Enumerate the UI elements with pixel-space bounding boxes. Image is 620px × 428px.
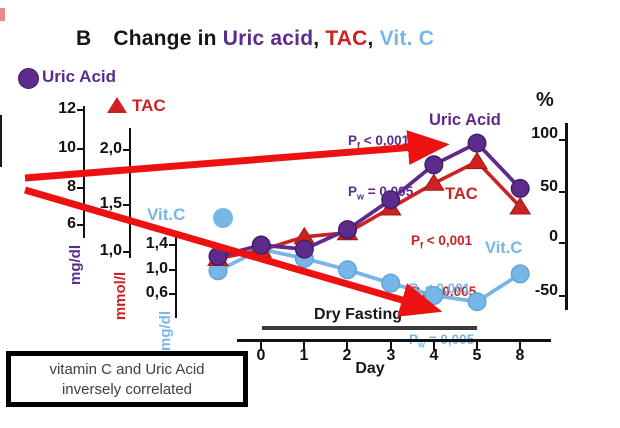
title-comma-2: ,	[367, 27, 380, 50]
title-comma-1: ,	[313, 27, 326, 50]
uric-pvalues: Pf < 0,001 Pw = 0,005	[348, 103, 413, 234]
percent-axis-tick-label: 0	[549, 228, 558, 245]
tac-axis-tick-label: 2,0	[99, 140, 122, 157]
percent-axis-line	[564, 123, 568, 310]
percent-axis-tick-label: 50	[540, 178, 558, 195]
x-axis-tick	[302, 342, 306, 350]
x-axis-tick-label: 8	[515, 347, 525, 364]
x-axis-tick	[518, 342, 522, 350]
tac-axis-unit-label: mmol/l	[112, 271, 129, 321]
x-axis-tick	[432, 342, 436, 350]
circle-marker	[424, 155, 444, 175]
vitc-series-label: Vit.C	[485, 239, 523, 257]
tac-axis-tick	[123, 203, 130, 207]
x-axis-line	[237, 339, 551, 342]
x-axis-tick	[475, 342, 479, 350]
x-axis-title: Day	[355, 360, 385, 377]
uric-axis-tick	[77, 108, 84, 112]
x-axis-tick-label: 2	[342, 347, 352, 364]
circle-marker	[467, 133, 487, 153]
uric-axis-tick-label: 10	[58, 139, 76, 156]
percent-axis-title: %	[536, 89, 554, 111]
uric-axis-tick-label: 12	[58, 100, 76, 117]
circle-marker	[338, 260, 358, 280]
dry-fasting-label: Dry Fasting	[313, 306, 402, 323]
uric-axis-tick	[77, 147, 84, 151]
percent-axis-tick-label: -50	[534, 282, 558, 299]
triangle-marker	[509, 197, 532, 215]
x-axis-tick-label: 5	[472, 347, 482, 364]
uric-series-label: Uric Acid	[429, 111, 501, 129]
tac-series-label: TAC	[445, 185, 478, 203]
title-vitc: Vit. C	[379, 27, 435, 50]
circle-marker	[294, 248, 314, 268]
note-line-2: inversely correlated	[61, 381, 193, 398]
uric-axis-line	[82, 106, 86, 238]
title-tac: TAC	[325, 27, 368, 50]
cropped-axis-fragment	[0, 115, 2, 167]
percent-axis-tick-label: 100	[531, 125, 558, 142]
uric-axis-tick	[77, 223, 84, 227]
percent-axis-tick	[559, 190, 566, 194]
triangle-marker	[422, 173, 445, 191]
percent-axis-tick	[559, 294, 566, 298]
percent-axis-tick	[559, 138, 566, 142]
x-axis-tick-label: 0	[256, 347, 266, 364]
title-change-in: Change in	[113, 27, 223, 50]
circle-marker	[251, 235, 271, 255]
circle-marker	[208, 246, 228, 266]
vitc-axis-tick-label: 1,4	[145, 235, 168, 252]
legend-uric-circle-icon	[18, 68, 39, 89]
vitc-axis-tick	[169, 292, 176, 296]
x-axis-tick	[389, 342, 393, 350]
uric-axis-tick	[77, 186, 84, 190]
uric-pvalue-line1: Pf < 0,001	[348, 133, 410, 151]
tac-axis-tick	[123, 250, 130, 254]
triangle-marker	[207, 248, 229, 266]
triangle-marker	[250, 240, 273, 258]
x-axis-tick-label: 4	[429, 347, 439, 364]
tac-axis-tick-label: 1,0	[99, 242, 122, 259]
vitc-axis-tick	[169, 243, 176, 247]
panel-label: B	[76, 27, 92, 50]
legend-tac-label: TAC	[132, 96, 166, 115]
vitc-axis-tick-label: 1,0	[145, 260, 168, 277]
x-axis-tick-label: 3	[386, 347, 396, 364]
circle-marker	[208, 261, 228, 281]
series-vit-c	[208, 239, 530, 312]
figure-title: B Change in Uric acid, TAC, Vit. C	[76, 27, 434, 51]
triangle-marker	[466, 151, 488, 170]
percent-axis-tick	[559, 241, 566, 245]
legend-vitc-label: Vit.C	[147, 205, 186, 224]
vitc-axis-tick	[169, 268, 176, 272]
circle-marker	[381, 273, 401, 293]
circle-marker	[294, 239, 314, 259]
tac-axis-tick	[123, 148, 130, 152]
uric-axis-tick-label: 6	[67, 215, 76, 232]
x-axis-tick	[345, 342, 349, 350]
annotation-note-box: vitamin C and Uric Acid inversely correl…	[6, 351, 248, 407]
x-axis-tick	[259, 342, 263, 350]
uric-pvalue-line2: Pw = 0,005	[348, 183, 414, 202]
triangle-marker	[293, 226, 316, 245]
circle-marker	[251, 239, 271, 259]
legend-tac-triangle-icon	[107, 97, 127, 113]
circle-marker	[510, 264, 530, 284]
uric-axis-unit-label: mg/dl	[67, 245, 84, 285]
cropped-red-fragment	[0, 8, 5, 21]
tac-axis-tick-label: 1,5	[99, 195, 122, 212]
note-line-1: vitamin C and Uric Acid	[49, 361, 205, 378]
dry-fasting-bar	[262, 326, 477, 330]
vitc-pvalue-line1: Pf < 0,001	[409, 281, 471, 299]
legend-vitc-circle-icon	[213, 208, 233, 228]
legend-uric-label: Uric Acid	[42, 67, 117, 86]
uric-axis-tick-label: 8	[67, 178, 76, 195]
tac-axis-line	[128, 128, 132, 258]
title-uric-acid: Uric acid	[222, 27, 314, 50]
x-axis-tick-label: 1	[299, 347, 309, 364]
